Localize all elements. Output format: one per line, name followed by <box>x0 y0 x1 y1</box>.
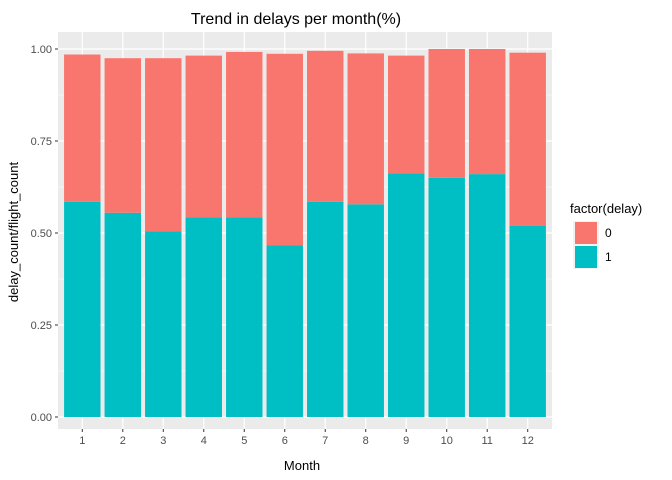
bar-series-1-month-12 <box>509 225 546 417</box>
y-tick-label: 0.00 <box>31 412 52 424</box>
bar-series-0-month-4 <box>185 55 222 218</box>
y-axis-title: delay_count/flight_count <box>6 162 21 303</box>
bar-series-0-month-5 <box>226 51 263 218</box>
x-tick-label: 2 <box>120 435 126 447</box>
chart-title: Trend in delays per month(%) <box>191 11 401 28</box>
x-tick-label: 7 <box>322 435 328 447</box>
legend: 01 <box>573 221 612 269</box>
bar-series-1-month-5 <box>226 217 263 417</box>
bars <box>64 49 546 417</box>
x-tick-label: 3 <box>160 435 166 447</box>
x-tick-label: 6 <box>282 435 288 447</box>
bar-series-1-month-8 <box>347 204 384 417</box>
x-axis: 1 2 3 4 5 6 7 8 9 10 11 12 <box>79 429 534 447</box>
x-tick-label: 8 <box>363 435 369 447</box>
bar-series-1-month-9 <box>388 173 425 417</box>
legend-key-1 <box>575 246 597 268</box>
bar-series-1-month-6 <box>266 245 303 417</box>
bar-series-0-month-1 <box>64 54 101 202</box>
y-tick-label: 0.25 <box>31 320 52 332</box>
x-tick-label: 10 <box>441 435 453 447</box>
x-tick-label: 12 <box>522 435 534 447</box>
bar-series-1-month-3 <box>145 231 182 417</box>
y-axis: 0.00 0.25 0.50 0.75 1.00 <box>31 44 58 424</box>
bar-series-0-month-6 <box>266 53 303 246</box>
x-axis-title: Month <box>284 458 320 473</box>
x-tick-label: 5 <box>241 435 247 447</box>
bar-series-0-month-7 <box>307 50 344 202</box>
bar-series-1-month-7 <box>307 201 344 417</box>
bar-series-1-month-10 <box>428 177 465 417</box>
bar-series-1-month-4 <box>185 217 222 417</box>
bar-series-1-month-11 <box>468 174 506 417</box>
legend-label-0: 0 <box>605 226 612 240</box>
y-tick-label: 0.75 <box>31 136 52 148</box>
bar-series-0-month-8 <box>347 53 384 205</box>
y-tick-label: 1.00 <box>31 44 52 56</box>
x-tick-label: 9 <box>403 435 409 447</box>
bar-series-0-month-9 <box>388 55 425 174</box>
bar-series-0-month-11 <box>468 49 506 175</box>
bar-series-1-month-2 <box>104 212 142 417</box>
bar-series-0-month-3 <box>145 58 182 232</box>
legend-label-1: 1 <box>605 250 612 264</box>
legend-key-0 <box>575 222 597 244</box>
bar-series-0-month-2 <box>104 58 142 213</box>
bar-series-0-month-10 <box>428 49 465 178</box>
bar-series-0-month-12 <box>509 52 546 226</box>
legend-title: factor(delay) <box>570 201 642 216</box>
y-tick-label: 0.50 <box>31 228 52 240</box>
bar-series-1-month-1 <box>64 201 101 417</box>
x-tick-label: 4 <box>201 435 207 447</box>
x-tick-label: 11 <box>482 435 493 447</box>
x-tick-label: 1 <box>79 435 85 447</box>
